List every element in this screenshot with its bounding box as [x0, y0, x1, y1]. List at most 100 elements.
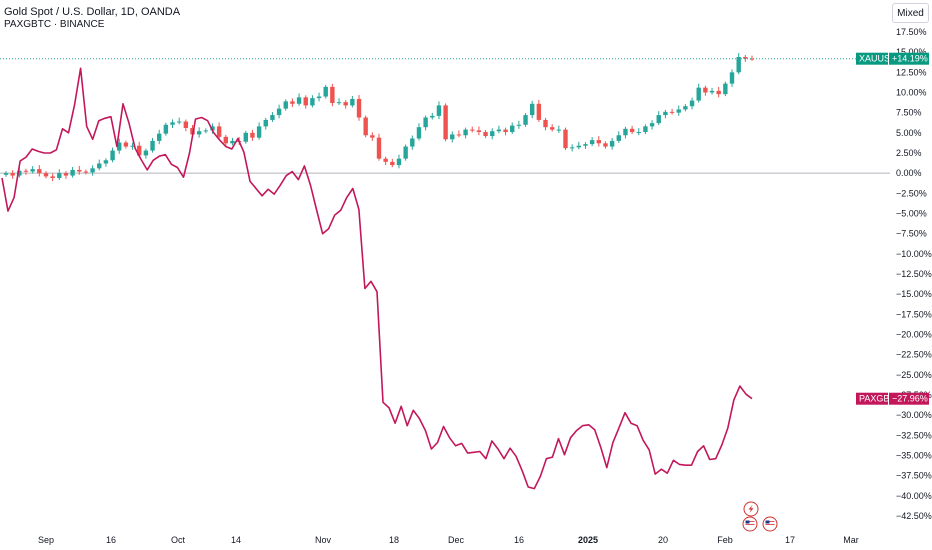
xauusd-candle [709, 87, 715, 95]
xauusd-candle [689, 97, 695, 110]
xauusd-candle [450, 131, 455, 143]
candle-body [130, 145, 135, 147]
candle-body [676, 109, 681, 113]
lightning-icon[interactable] [743, 501, 759, 517]
us-flag-icon[interactable] [742, 516, 758, 532]
xauusd-candle [276, 104, 282, 119]
xauusd-candle [303, 95, 308, 109]
candle-body [589, 140, 595, 145]
candle-body [350, 98, 355, 106]
candle-body [536, 103, 542, 120]
xauusd-candle [296, 93, 302, 106]
scale-mode-button[interactable]: Mixed [892, 3, 929, 23]
candle-body [276, 108, 282, 116]
xauusd-candle [623, 126, 628, 139]
xauusd-candle [683, 104, 688, 112]
candle-body [636, 132, 641, 134]
candle-body [703, 87, 708, 93]
us-flag-icon-ring [762, 516, 778, 532]
xauusd-candle [436, 101, 442, 120]
xauusd-candle [203, 128, 209, 134]
flag-stripe [765, 524, 775, 525]
candle-body [503, 129, 508, 133]
x-tick-label: Oct [171, 535, 186, 545]
candle-body [223, 136, 229, 144]
flag-stripe [745, 521, 755, 522]
candle-body [643, 126, 648, 133]
candle-body [17, 170, 22, 176]
x-tick-label: 18 [389, 535, 399, 545]
xauusd-candle [563, 127, 568, 151]
candle-body [343, 102, 348, 106]
xauusd-candle [616, 131, 621, 143]
y-tick-label: −35.00% [896, 451, 932, 461]
candle-body [50, 176, 55, 179]
candle-body [596, 140, 602, 144]
flag-stripe [745, 524, 755, 525]
xauusd-candle [490, 128, 495, 140]
us-flag-icon-ring [742, 516, 758, 532]
candle-body [490, 131, 495, 137]
y-tick-label: −5.00% [896, 209, 927, 219]
candle-body [77, 169, 82, 172]
xauusd-candle [470, 126, 475, 133]
candle-body [396, 158, 402, 166]
xauusd-candle [23, 168, 29, 175]
xauusd-candle [97, 159, 102, 171]
candle-body [57, 173, 62, 179]
xauusd-candle [736, 53, 741, 75]
xauusd-candle [176, 117, 182, 125]
event-icons[interactable] [742, 501, 778, 532]
x-tick-label: 14 [231, 535, 241, 545]
candle-body [270, 115, 275, 120]
candle-body [616, 135, 621, 141]
xauusd-candle [256, 122, 262, 140]
candle-body [709, 90, 715, 93]
candle-body [376, 137, 382, 159]
candle-body [150, 140, 155, 151]
y-tick-label: 5.00% [896, 128, 922, 138]
xauusd-candle [37, 165, 42, 177]
candle-body [609, 140, 615, 147]
candle-body [743, 57, 748, 59]
badge-value-box [889, 52, 929, 65]
xauusd-candle [603, 141, 608, 149]
candle-body [569, 147, 575, 149]
xauusd-candle [696, 83, 701, 103]
candle-body [623, 128, 628, 136]
candle-body [330, 86, 335, 103]
y-tick-label: −30.00% [896, 410, 932, 420]
x-axis: Sep 16 Oct 14 Nov 18 Dec 16 2025 20 Feb 17 Mar [38, 535, 859, 545]
badge-value-label: +14.19% [892, 54, 928, 64]
candle-body [283, 101, 288, 109]
xauusd-candle [656, 111, 661, 126]
xauusd-candle [503, 127, 508, 136]
xauusd-candle [123, 140, 129, 149]
y-tick-label: −22.50% [896, 350, 932, 360]
xauusd-candle [110, 147, 115, 163]
flag-stripe [765, 522, 775, 524]
candle-body [649, 123, 655, 127]
xauusd-candle [183, 119, 189, 132]
xauusd-candle [663, 109, 668, 119]
candle-body [163, 124, 169, 134]
us-flag-icon[interactable] [762, 516, 778, 532]
xauusd-candle [356, 95, 362, 121]
candle-body [456, 134, 462, 136]
y-tick-label: 17.50% [896, 27, 927, 37]
candle-body [483, 132, 488, 137]
candle-body [316, 96, 322, 99]
xauusd-candle [283, 99, 288, 111]
xauusd-candle [583, 142, 588, 149]
flag-stripe [765, 525, 775, 527]
candle-body [430, 115, 435, 118]
badge-value-box [889, 392, 929, 405]
xauusd-candle [483, 130, 488, 139]
xauusd-candle [443, 103, 448, 142]
candle-body [556, 129, 562, 131]
x-tick-label: 20 [658, 535, 668, 545]
xauusd-candle [50, 173, 55, 182]
xauusd-candle [403, 144, 408, 161]
xauusd-candle [130, 142, 135, 150]
